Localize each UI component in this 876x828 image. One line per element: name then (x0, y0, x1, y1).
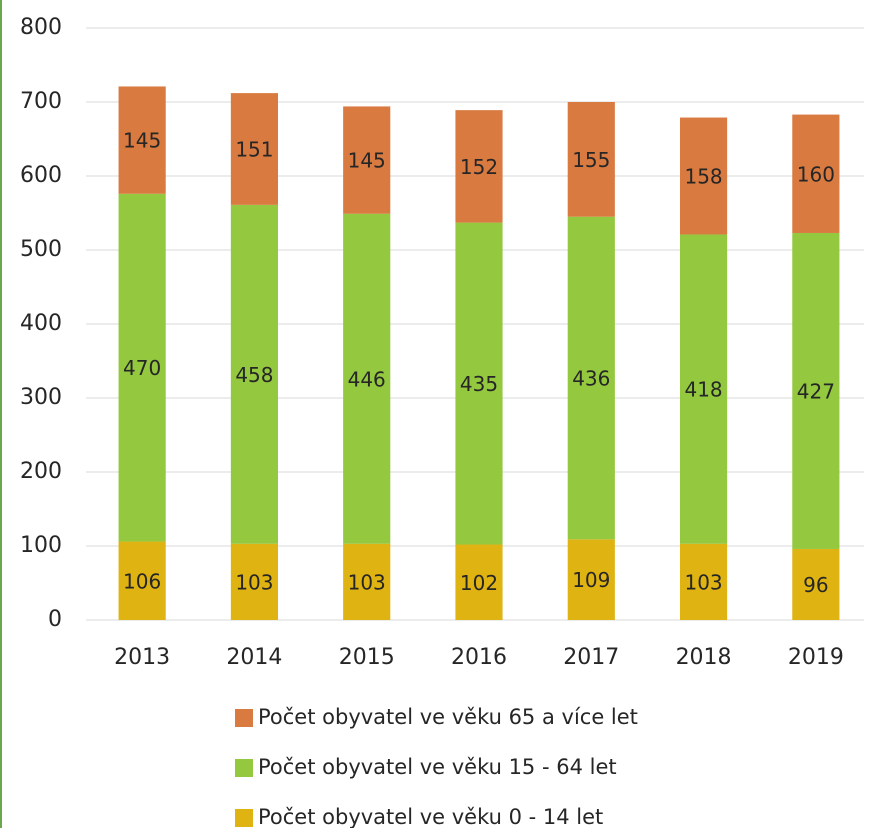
bar-segment (455, 222, 503, 545)
bar-segment (230, 93, 279, 205)
bar-segment (567, 539, 615, 620)
legend-swatch (235, 759, 253, 777)
data-label: 458 (235, 363, 273, 387)
data-label: 106 (123, 569, 161, 593)
data-label: 103 (348, 570, 386, 594)
bar-segment (230, 543, 279, 620)
bar-segment (567, 216, 615, 540)
legend-swatch (235, 709, 253, 727)
bar-segment (118, 86, 166, 194)
data-label: 96 (803, 573, 828, 597)
y-tick-label: 600 (20, 163, 62, 188)
x-tick-label: 2014 (226, 645, 282, 670)
data-label: 446 (348, 367, 386, 391)
legend-label: Počet obyvatel ve věku 15 - 64 let (258, 755, 617, 779)
data-label: 470 (123, 356, 161, 380)
x-tick-label: 2013 (114, 645, 170, 670)
bar-segment (567, 102, 615, 217)
x-tick-label: 2017 (563, 645, 619, 670)
data-label: 155 (572, 148, 610, 172)
data-label: 158 (684, 165, 722, 189)
x-tick-label: 2016 (451, 645, 507, 670)
x-tick-label: 2015 (339, 645, 395, 670)
legend-swatch (235, 809, 253, 827)
x-tick-label: 2019 (788, 645, 844, 670)
bar-segment (792, 114, 840, 233)
y-tick-label: 300 (20, 385, 62, 410)
data-label: 103 (235, 570, 273, 594)
bar-segment (679, 117, 728, 235)
data-label: 427 (797, 379, 835, 403)
y-tick-label: 500 (20, 237, 62, 262)
bar-segment (679, 234, 728, 544)
data-label: 145 (348, 149, 386, 173)
data-label: 109 (572, 568, 610, 592)
data-label: 103 (684, 570, 722, 594)
data-label: 152 (460, 155, 498, 179)
data-label: 418 (684, 378, 722, 402)
bar-segment (230, 204, 279, 544)
data-label: 160 (797, 162, 835, 186)
y-tick-label: 700 (20, 89, 62, 114)
legend-label: Počet obyvatel ve věku 65 a více let (258, 705, 638, 729)
data-label: 102 (460, 571, 498, 595)
data-label: 151 (235, 137, 273, 161)
data-label: 145 (123, 129, 161, 153)
bar-segment (792, 232, 840, 549)
bar-segment (343, 106, 391, 214)
bar-segment (455, 110, 503, 223)
y-tick-label: 200 (20, 459, 62, 484)
bar-segment (118, 541, 166, 620)
y-tick-label: 100 (20, 533, 62, 558)
legend-label: Počet obyvatel ve věku 0 - 14 let (258, 805, 603, 828)
bar-segment (455, 544, 503, 620)
bar-segment (679, 543, 728, 620)
left-border (0, 0, 2, 828)
y-tick-label: 0 (48, 607, 62, 632)
y-tick-label: 800 (20, 15, 62, 40)
bar-segment (792, 548, 840, 620)
data-label: 436 (572, 367, 610, 391)
bar-segment (343, 543, 391, 620)
x-tick-label: 2018 (676, 645, 732, 670)
y-tick-label: 400 (20, 311, 62, 336)
bar-segment (118, 193, 166, 542)
bar-segment (343, 213, 391, 544)
data-label: 435 (460, 372, 498, 396)
